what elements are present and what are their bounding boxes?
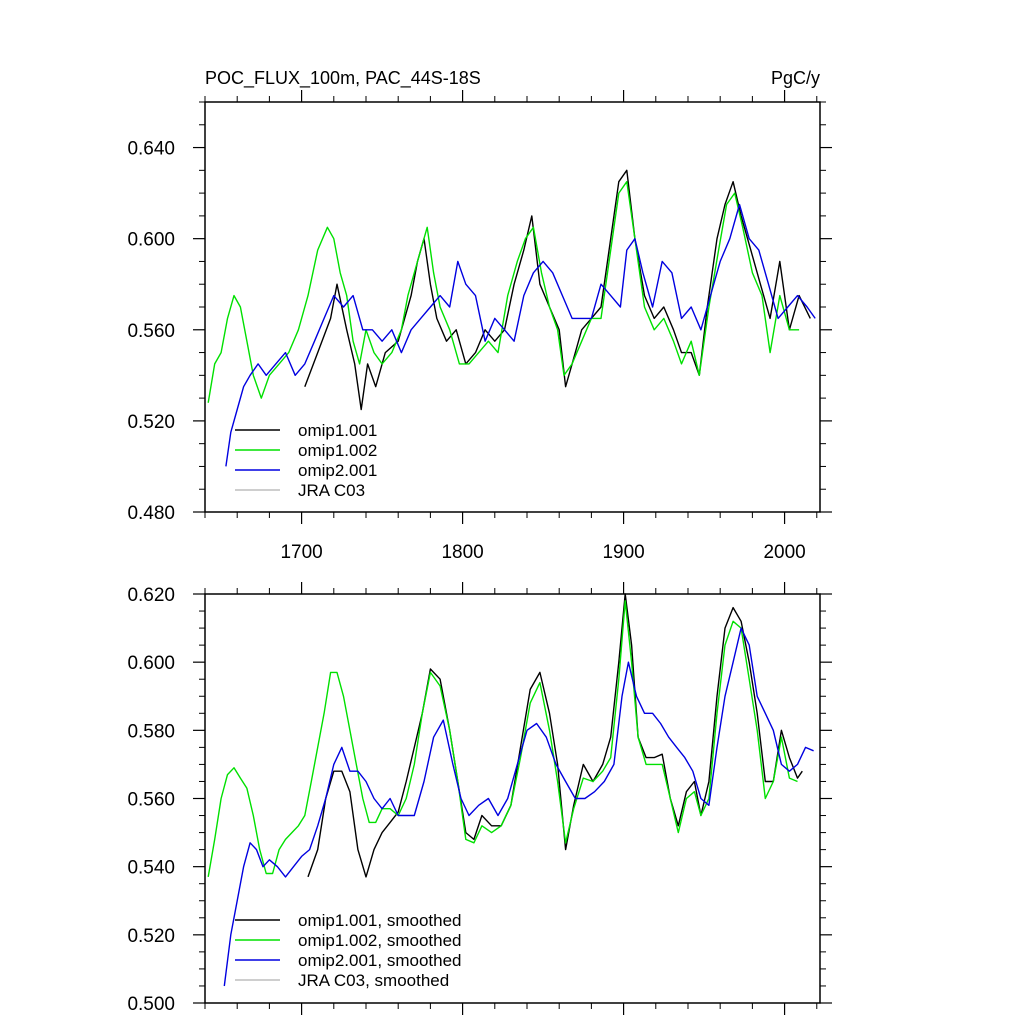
y-tick-label: 0.560 — [127, 790, 175, 811]
legend-label: JRA C03 — [298, 481, 365, 500]
series-line — [223, 627, 814, 987]
x-tick-label: 1800 — [441, 542, 483, 563]
y-tick-label: 0.600 — [127, 653, 175, 674]
units-label: PgC/y — [771, 68, 820, 88]
bottom-panel: 0.500 0.520 0.540 0.560 0.580 0.600 0.620 omip… — [127, 582, 832, 1015]
top-axis-ticks: 0.480 0.520 0.560 0.600 0.640 1700 1800 1900 200… — [127, 90, 832, 563]
series-line — [304, 169, 811, 411]
y-tick-label: 0.620 — [127, 585, 175, 606]
top-plot-frame — [204, 101, 821, 513]
legend-label: omip2.001 — [298, 461, 377, 480]
legend-label: JRA C03, smoothed — [298, 971, 449, 990]
legend-label: omip1.001, smoothed — [298, 911, 462, 930]
top-panel: POC_FLUX_100m, PAC_44S-18S PgC/y 0.4800.… — [127, 68, 832, 563]
y-tick-label: 0.560 — [127, 321, 175, 342]
legend-label: omip2.001, smoothed — [298, 951, 462, 970]
x-tick-label: 1900 — [602, 542, 644, 563]
y-tick-label: 0.520 — [127, 412, 175, 433]
series-line — [207, 180, 800, 403]
y-tick-label: 0.500 — [127, 994, 175, 1015]
bottom-axis-ticks: 0.500 0.520 0.540 0.560 0.580 0.600 0.620 — [127, 582, 832, 1015]
legend-label: omip1.001 — [298, 421, 377, 440]
top-series-lines — [207, 169, 816, 467]
series-line — [225, 203, 816, 467]
series-line — [207, 600, 798, 878]
legend-label: omip1.002, smoothed — [298, 931, 462, 950]
x-tick-label: 1700 — [280, 542, 322, 563]
bottom-plot-frame — [204, 593, 821, 1004]
series-line — [307, 593, 803, 878]
y-tick-label: 0.480 — [127, 503, 175, 524]
x-tick-label: 2000 — [763, 542, 805, 563]
legend-label: omip1.002 — [298, 441, 377, 460]
y-tick-label: 0.580 — [127, 721, 175, 742]
y-tick-label: 0.540 — [127, 858, 175, 879]
y-tick-label: 0.600 — [127, 230, 175, 251]
bottom-series-lines — [207, 593, 814, 987]
y-tick-label: 0.640 — [127, 139, 175, 160]
y-tick-label: 0.520 — [127, 926, 175, 947]
chart-title: POC_FLUX_100m, PAC_44S-18S — [205, 68, 481, 89]
